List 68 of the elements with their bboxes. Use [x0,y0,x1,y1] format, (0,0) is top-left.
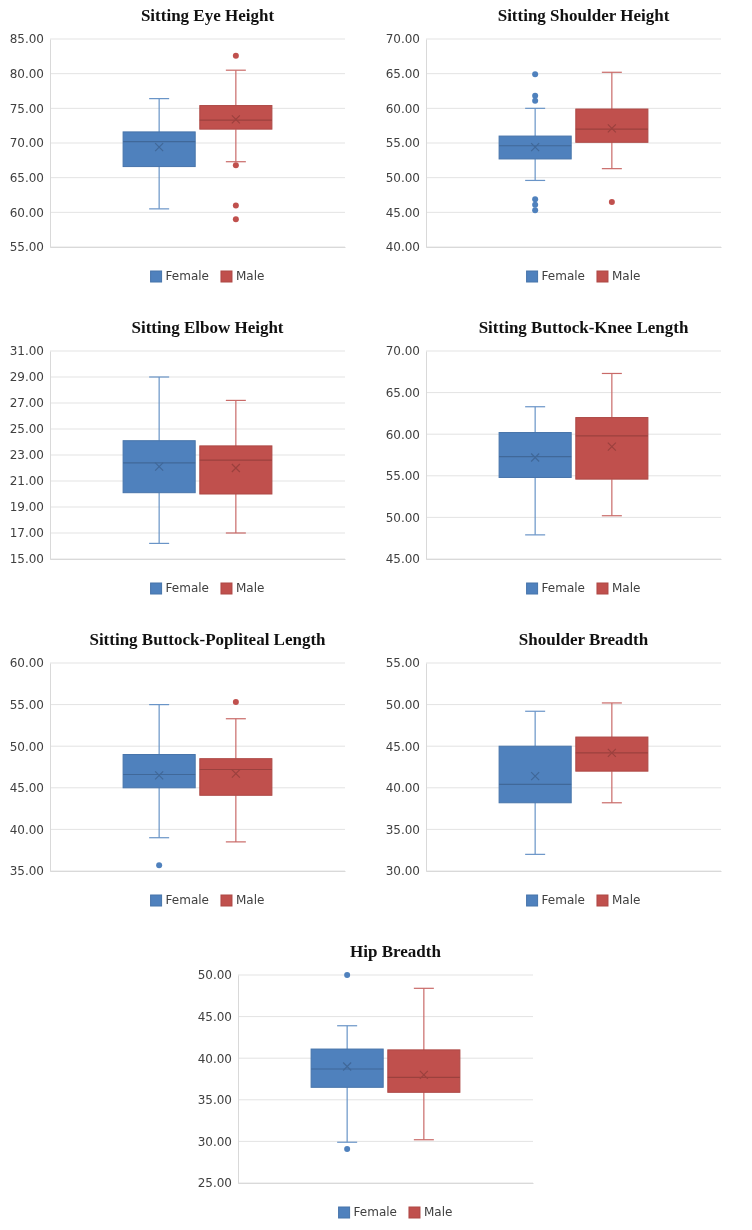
y-tick-label: 50.00 [385,171,420,186]
y-tick-label: 23.00 [9,448,44,463]
y-tick-label: 55.00 [385,136,420,151]
legend-label: Female [165,269,209,283]
legend-label: Female [541,269,585,283]
y-tick-label: 45.00 [9,781,44,796]
y-tick-label: 50.00 [197,968,232,983]
legend-label: Female [541,893,585,907]
chart-title: Sitting Buttock-Knee Length [478,318,689,337]
y-tick-label: 25.00 [197,1176,232,1191]
y-tick-label: 21.00 [9,474,44,489]
y-tick-label: 65.00 [385,385,420,400]
y-tick-label: 85.00 [9,32,44,47]
y-tick-label: 50.00 [385,697,420,712]
y-tick-label: 55.00 [9,697,44,712]
y-tick-label: 60.00 [9,656,44,671]
legend-label: Male [611,893,641,907]
y-tick-label: 30.00 [197,1134,232,1149]
y-tick-label: 70.00 [9,136,44,151]
chart-title: Shoulder Breadth [518,630,649,649]
y-tick-label: 17.00 [9,526,44,541]
y-tick-label: 70.00 [385,32,420,47]
y-tick-label: 15.00 [9,552,44,567]
y-tick-label: 19.00 [9,500,44,515]
legend-label: Female [165,893,209,907]
y-tick-label: 45.00 [385,205,420,220]
y-tick-label: 80.00 [9,67,44,82]
chart-title: Sitting Elbow Height [131,318,284,337]
y-tick-label: 70.00 [385,344,420,359]
y-tick-label: 35.00 [9,864,44,879]
y-tick-label: 55.00 [385,656,420,671]
legend-label: Male [235,893,265,907]
y-tick-label: 60.00 [385,427,420,442]
y-tick-label: 35.00 [385,822,420,837]
legend-label: Male [611,581,641,595]
y-tick-label: 65.00 [9,171,44,186]
y-tick-label: 45.00 [197,1009,232,1024]
y-tick-label: 30.00 [385,864,420,879]
y-tick-label: 25.00 [9,422,44,437]
legend-label: Female [541,581,585,595]
y-tick-label: 40.00 [9,822,44,837]
y-tick-label: 55.00 [385,469,420,484]
legend-label: Male [423,1205,453,1219]
chart-title: Hip Breadth [350,942,442,961]
y-tick-label: 45.00 [385,552,420,567]
y-tick-label: 35.00 [197,1093,232,1108]
legend-label: Male [235,269,265,283]
y-tick-label: 40.00 [197,1051,232,1066]
legend-label: Male [611,269,641,283]
chart-title: Sitting Eye Height [140,6,275,25]
y-tick-label: 45.00 [385,739,420,754]
legend-label: Female [165,581,209,595]
legend-label: Male [235,581,265,595]
y-tick-label: 55.00 [9,240,44,255]
legend-label: Female [353,1205,397,1219]
y-tick-label: 60.00 [9,205,44,220]
y-tick-label: 65.00 [385,67,420,82]
y-tick-label: 40.00 [385,240,420,255]
chart-title: Sitting Shoulder Height [497,6,670,25]
y-tick-label: 50.00 [9,739,44,754]
y-tick-label: 29.00 [9,370,44,385]
y-tick-label: 50.00 [385,510,420,525]
y-tick-label: 31.00 [9,344,44,359]
y-tick-label: 40.00 [385,781,420,796]
chart-title: Sitting Buttock-Popliteal Length [89,630,327,649]
y-tick-label: 75.00 [9,101,44,116]
y-tick-label: 60.00 [385,101,420,116]
y-tick-label: 27.00 [9,396,44,411]
